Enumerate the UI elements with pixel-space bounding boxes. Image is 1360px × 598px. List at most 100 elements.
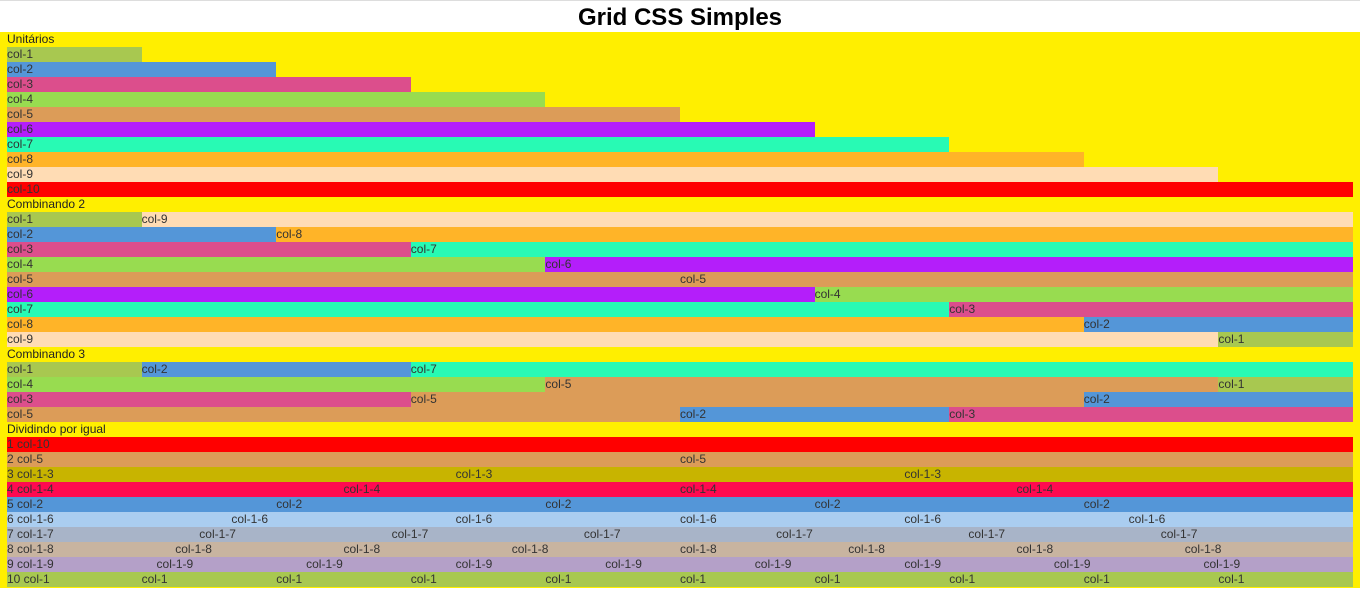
grid-cell-col-5: col-5	[680, 272, 1353, 287]
grid-cell-col-3: col-3	[7, 392, 411, 407]
equal-cell: col-1-9	[306, 557, 456, 572]
grid-cell-col-1: col-1	[1218, 377, 1353, 392]
equal-cell: col-1	[1083, 572, 1219, 587]
grid-cell-col-4: col-4	[7, 92, 546, 107]
equal-cell: col-5	[680, 452, 1353, 467]
grid-cell-col-5: col-5	[545, 377, 1219, 392]
grid-cell-col-3: col-3	[949, 407, 1353, 422]
grid-cell-col-6: col-6	[7, 122, 815, 137]
grid-cell-col-6: col-6	[7, 287, 815, 302]
equal-cell: 3 col-1-3	[7, 467, 456, 482]
grid-cell-col-5: col-5	[7, 272, 680, 287]
equal-cell: 1 col-10	[7, 437, 1353, 452]
top-border	[0, 0, 1360, 3]
equal-cell: 2 col-5	[7, 452, 680, 467]
equal-cell: col-1-8	[1184, 542, 1353, 557]
equal-cell: col-1-4	[680, 482, 1017, 497]
grid-cell-col-5: col-5	[410, 392, 1084, 407]
grid-cell-col-1: col-1	[7, 362, 142, 377]
equal-cell: 10 col-1	[7, 572, 142, 587]
equal-cell: col-1-6	[904, 512, 1129, 527]
equal-cell: col-1-9	[904, 557, 1054, 572]
equal-cell: col-1-9	[754, 557, 905, 572]
grid-cell-col-7: col-7	[410, 242, 1353, 257]
equal-cell: col-1	[814, 572, 950, 587]
equal-cell: col-1-4	[343, 482, 680, 497]
equal-cell: col-1-8	[175, 542, 344, 557]
equal-cell: 6 col-1-6	[7, 512, 232, 527]
grid-cell-col-8: col-8	[7, 317, 1084, 332]
grid-cell-col-2: col-2	[1083, 317, 1353, 332]
equal-cell: col-1-7	[199, 527, 392, 542]
equal-cell: col-1-9	[1203, 557, 1353, 572]
equal-cell: col-1-6	[231, 512, 456, 527]
equal-cell: col-1-6	[680, 512, 905, 527]
grid-cell-col-7: col-7	[7, 137, 950, 152]
equal-cell: col-1-8	[848, 542, 1017, 557]
grid-cell-col-8: col-8	[7, 152, 1084, 167]
section-title: Unitários	[7, 32, 55, 46]
equal-cell: col-2	[545, 497, 815, 512]
grid-cell-col-2: col-2	[1083, 392, 1353, 407]
equal-cell: col-1-9	[605, 557, 755, 572]
page-title: Grid CSS Simples	[577, 4, 783, 31]
equal-cell: col-1-9	[156, 557, 307, 572]
grid-cell-col-9: col-9	[141, 212, 1353, 227]
grid-cell-col-4: col-4	[814, 287, 1353, 302]
grid-cell-col-6: col-6	[545, 257, 1353, 272]
equal-cell: col-1-9	[1053, 557, 1204, 572]
grid-cell-col-5: col-5	[7, 407, 680, 422]
section-title: Dividindo por igual	[7, 422, 106, 436]
grid-cell-col-7: col-7	[7, 302, 950, 317]
equal-cell: col-2	[276, 497, 546, 512]
grid-cell-col-3: col-3	[7, 242, 411, 257]
grid-cell-col-2: col-2	[7, 227, 277, 242]
grid-cell-col-5: col-5	[7, 107, 680, 122]
equal-cell: col-1-3	[904, 467, 1353, 482]
grid-cell-col-3: col-3	[7, 77, 411, 92]
equal-cell: 5 col-2	[7, 497, 277, 512]
equal-cell: col-1-6	[1128, 512, 1353, 527]
grid-cell-col-2: col-2	[141, 362, 411, 377]
equal-cell: col-1	[1218, 572, 1353, 587]
equal-cell: col-1-6	[455, 512, 680, 527]
grid-cell-col-9: col-9	[7, 167, 1219, 182]
equal-cell: col-1-9	[455, 557, 606, 572]
equal-cell: col-1-4	[1016, 482, 1353, 497]
equal-cell: col-1-8	[680, 542, 849, 557]
equal-cell: col-1	[141, 572, 277, 587]
grid-cell-col-7: col-7	[410, 362, 1353, 377]
grid-cell-col-1: col-1	[7, 47, 142, 62]
grid-cell-col-3: col-3	[949, 302, 1353, 317]
equal-cell: 8 col-1-8	[7, 542, 176, 557]
equal-cell: col-1	[949, 572, 1084, 587]
equal-cell: 7 col-1-7	[7, 527, 200, 542]
equal-cell: col-1-7	[583, 527, 777, 542]
grid-cell-col-2: col-2	[7, 62, 277, 77]
equal-cell: 9 col-1-9	[7, 557, 157, 572]
equal-cell: col-2	[814, 497, 1084, 512]
equal-cell: col-1-8	[343, 542, 512, 557]
grid-cell-col-9: col-9	[7, 332, 1219, 347]
equal-cell: col-1-8	[511, 542, 680, 557]
grid-cell-col-10: col-10	[7, 182, 1353, 197]
equal-cell: col-1-7	[776, 527, 969, 542]
equal-cell: col-1-7	[391, 527, 584, 542]
grid-cell-col-4: col-4	[7, 257, 546, 272]
equal-cell: col-1-7	[968, 527, 1161, 542]
equal-cell: col-1-7	[1160, 527, 1353, 542]
grid-cell-col-1: col-1	[1218, 332, 1353, 347]
grid-cell-col-2: col-2	[680, 407, 950, 422]
equal-cell: 4 col-1-4	[7, 482, 344, 497]
equal-cell: col-1	[410, 572, 546, 587]
equal-cell: col-1	[276, 572, 411, 587]
equal-cell: col-1-3	[455, 467, 905, 482]
section-title: Combinando 3	[7, 347, 86, 361]
equal-cell: col-2	[1083, 497, 1353, 512]
equal-cell: col-1	[545, 572, 680, 587]
section-title: Combinando 2	[7, 197, 86, 211]
grid-container: Unitários col-1 col-2 col-3 col-4 col-5 col-6 c…	[0, 32, 1360, 588]
grid-cell-col-1: col-1	[7, 212, 142, 227]
equal-cell: col-1	[680, 572, 815, 587]
grid-cell-col-8: col-8	[276, 227, 1353, 242]
